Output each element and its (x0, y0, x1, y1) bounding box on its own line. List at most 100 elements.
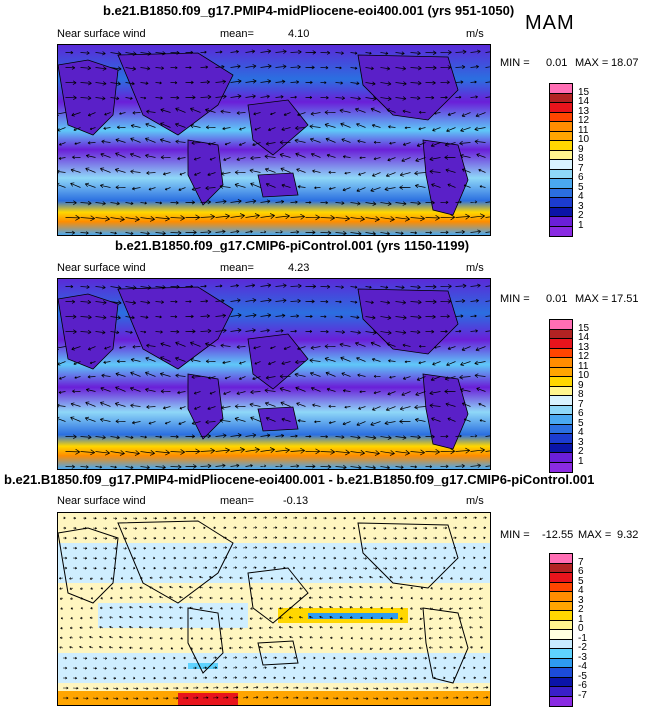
wind-vector-arrow (109, 625, 114, 629)
wind-vector-arrow (380, 606, 384, 610)
wind-vector-arrow (342, 536, 346, 540)
wind-vector-arrow (350, 449, 365, 456)
wind-vector-arrow (250, 390, 261, 395)
wind-vector-arrow (95, 215, 110, 222)
panel-2-colorbar-cell (550, 405, 572, 415)
wind-vector-arrow (185, 314, 194, 319)
wind-vector-arrow (200, 80, 211, 85)
wind-vector-arrow (219, 418, 231, 423)
wind-vector-arrow (418, 127, 426, 131)
panel-2-colorbar-tick-label: 6 (578, 408, 584, 419)
wind-vector-arrow (412, 676, 417, 680)
wind-vector-arrow (309, 358, 321, 363)
wind-vector-arrow (155, 465, 166, 469)
wind-vector-arrow (389, 586, 394, 589)
wind-vector-arrow (215, 50, 223, 54)
wind-vector-arrow (370, 107, 381, 113)
wind-vector-arrow (140, 450, 155, 456)
wind-vector-arrow (320, 300, 329, 304)
wind-vector-arrow (278, 626, 284, 629)
wind-vector-arrow (230, 607, 234, 610)
wind-vector-arrow (425, 50, 437, 56)
wind-vector-arrow (142, 687, 149, 690)
wind-vector-arrow (170, 300, 178, 304)
panel-2-colorbar-cell (550, 367, 572, 377)
wind-vector-arrow (352, 567, 357, 570)
wind-vector-arrow (212, 676, 218, 680)
wind-vector-arrow (412, 536, 418, 540)
panel-3-map (57, 512, 491, 706)
wind-vector-arrow (352, 687, 359, 690)
wind-vector-arrow (222, 656, 227, 659)
wind-vector-arrow (252, 676, 257, 680)
wind-vector-arrow (242, 696, 249, 699)
wind-vector-arrow (452, 556, 456, 560)
wind-vector-arrow (215, 463, 226, 468)
wind-vector-arrow (58, 156, 66, 160)
wind-vector-arrow (402, 666, 408, 670)
panel-1-colorbar-tick-label: 15 (578, 86, 590, 98)
wind-vector-arrow (298, 616, 304, 619)
wind-vector-arrow (371, 357, 381, 362)
wind-vector-arrow (452, 686, 459, 690)
wind-vector-arrow (439, 646, 444, 649)
wind-vector-arrow (479, 587, 484, 590)
wind-vector-arrow (302, 526, 307, 530)
wind-vector-arrow (58, 127, 66, 132)
wind-vector-arrow (194, 172, 201, 176)
wind-vector-arrow (462, 526, 467, 530)
wind-vector-arrow (205, 342, 216, 347)
wind-vector-arrow (140, 285, 152, 290)
wind-vector-arrow (183, 666, 187, 670)
wind-vector-arrow (462, 676, 466, 680)
wind-vector-arrow (390, 596, 394, 600)
wind-vector-arrow (102, 546, 108, 550)
wind-vector-arrow (470, 314, 477, 318)
wind-vector-arrow (365, 330, 377, 335)
panel-2-colorbar-tick-label: 12 (578, 351, 590, 362)
wind-vector-arrow (372, 567, 378, 570)
wind-vector-arrow (72, 676, 78, 680)
panel-3-colorbar-tick-label: 0 (578, 623, 584, 634)
wind-vector-arrow (110, 577, 114, 580)
wind-vector-arrow (455, 49, 467, 55)
wind-vector-arrow (365, 201, 377, 206)
wind-vector-arrow (179, 606, 184, 609)
wind-vector-arrow (425, 95, 435, 100)
wind-vector-arrow (468, 597, 474, 600)
wind-vector-arrow (445, 168, 456, 173)
wind-vector-arrow (410, 435, 421, 440)
wind-vector-arrow (170, 50, 180, 55)
wind-vector-arrow (132, 697, 139, 700)
wind-vector-arrow (410, 299, 422, 305)
wind-vector-arrow (230, 313, 242, 318)
wind-vector-arrow (190, 637, 194, 640)
wind-vector-arrow (412, 546, 418, 550)
panel-3-colorbar-cell (550, 639, 572, 649)
wind-vector-arrow (320, 284, 331, 289)
wind-vector-arrow (100, 401, 111, 407)
wind-vector-arrow (80, 597, 84, 600)
wind-vector-arrow (422, 526, 428, 530)
wind-vector-arrow (65, 200, 77, 206)
wind-vector-arrow (210, 627, 214, 630)
wind-vector-arrow (58, 416, 66, 422)
wind-vector-arrow (359, 585, 364, 589)
wind-vector-arrow (65, 51, 74, 55)
wind-vector-arrow (433, 566, 436, 570)
wind-vector-arrow (439, 607, 444, 610)
panel-2-colorbar-tick-label: 3 (578, 436, 584, 448)
wind-vector-arrow (60, 607, 64, 610)
wind-vector-arrow (245, 328, 256, 333)
wind-vector-arrow (309, 371, 321, 377)
panel-3-colorbar-cell (550, 677, 572, 687)
wind-vector-arrow (248, 646, 254, 649)
wind-vector-arrow (148, 421, 156, 425)
wind-vector-arrow (122, 666, 127, 670)
wind-vector-arrow (419, 617, 424, 620)
wind-vector-arrow (80, 606, 84, 610)
wind-vector-arrow (192, 536, 196, 540)
wind-vector-arrow (365, 465, 376, 469)
wind-vector-arrow (349, 606, 354, 609)
wind-vector-arrow (474, 139, 486, 144)
